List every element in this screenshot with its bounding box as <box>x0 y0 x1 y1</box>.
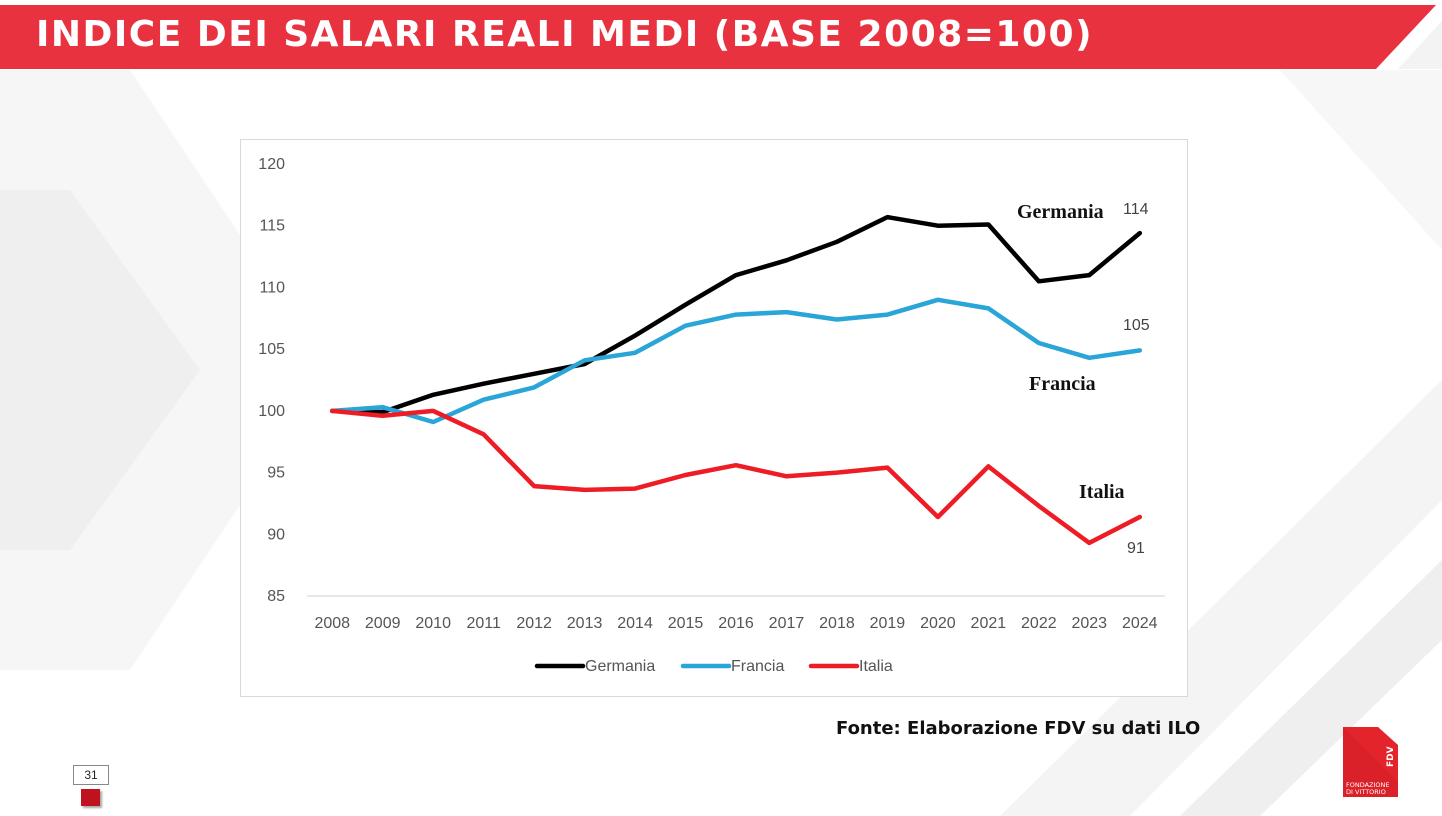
y-axis-ticks: 85 90 95 100 105 110 115 120 <box>258 156 285 605</box>
y-tick-label: 105 <box>258 341 285 358</box>
x-tick-label: 2014 <box>617 615 653 632</box>
source-note: Fonte: Elaborazione FDV su dati ILO <box>836 718 1201 739</box>
y-tick-label: 85 <box>267 588 285 605</box>
data-label-francia-2024: 105 <box>1123 317 1150 334</box>
data-label-italia-2024: 91 <box>1127 540 1145 557</box>
x-tick-label: 2023 <box>1071 615 1107 632</box>
x-tick-label: 2022 <box>1021 615 1057 632</box>
x-tick-label: 2011 <box>466 615 501 632</box>
logo-caption-line1: FONDAZIONE <box>1346 781 1390 789</box>
data-label-germania-2024: 114 <box>1123 201 1149 218</box>
x-tick-label: 2024 <box>1122 615 1158 632</box>
x-tick-label: 2017 <box>769 615 805 632</box>
x-tick-label: 2016 <box>718 615 754 632</box>
x-tick-label: 2008 <box>314 615 350 632</box>
legend-label-italia: Italia <box>859 658 893 675</box>
x-tick-label: 2012 <box>516 615 552 632</box>
page-marker <box>81 789 100 806</box>
chart-frame: 85 90 95 100 105 110 115 120 2008 2009 2010 2011 20… <box>240 139 1188 697</box>
x-tick-label: 2015 <box>668 615 704 632</box>
legend-label-germania: Germania <box>585 658 655 675</box>
x-tick-label: 2021 <box>971 615 1007 632</box>
x-tick-label: 2020 <box>920 615 956 632</box>
fdv-logo: FDV FONDAZIONE DI VITTORIO <box>1343 727 1398 797</box>
label-francia: Francia <box>1029 373 1096 395</box>
x-tick-label: 2019 <box>870 615 906 632</box>
x-tick-label: 2013 <box>567 615 603 632</box>
legend-label-francia: Francia <box>731 658 784 675</box>
y-tick-label: 100 <box>258 403 285 420</box>
y-tick-label: 120 <box>258 156 285 173</box>
y-tick-label: 115 <box>259 218 285 235</box>
chart-legend: Germania Francia Italia <box>534 658 893 675</box>
title-banner <box>0 5 1442 69</box>
logo-caption-line2: DI VITTORIO <box>1346 788 1386 796</box>
label-italia: Italia <box>1079 481 1125 503</box>
x-tick-label: 2010 <box>415 615 451 632</box>
x-axis-ticks: 2008 2009 2010 2011 2012 2013 2014 2015 2016 2017… <box>314 615 1157 632</box>
y-tick-label: 95 <box>267 465 285 482</box>
x-tick-label: 2009 <box>365 615 401 632</box>
label-germania: Germania <box>1017 201 1104 223</box>
page-title: INDICE DEI SALARI REALI MEDI (BASE 2008=… <box>36 14 1094 55</box>
logo-mark: FDV <box>1386 746 1396 767</box>
series-line-germania <box>329 214 1143 415</box>
y-tick-label: 110 <box>259 279 285 296</box>
y-tick-label: 90 <box>267 526 285 543</box>
series-lines <box>329 214 1143 546</box>
series-line-italia <box>329 408 1143 546</box>
page-number: 31 <box>73 765 109 785</box>
series-line-francia <box>329 297 1143 425</box>
x-tick-label: 2018 <box>819 615 855 632</box>
